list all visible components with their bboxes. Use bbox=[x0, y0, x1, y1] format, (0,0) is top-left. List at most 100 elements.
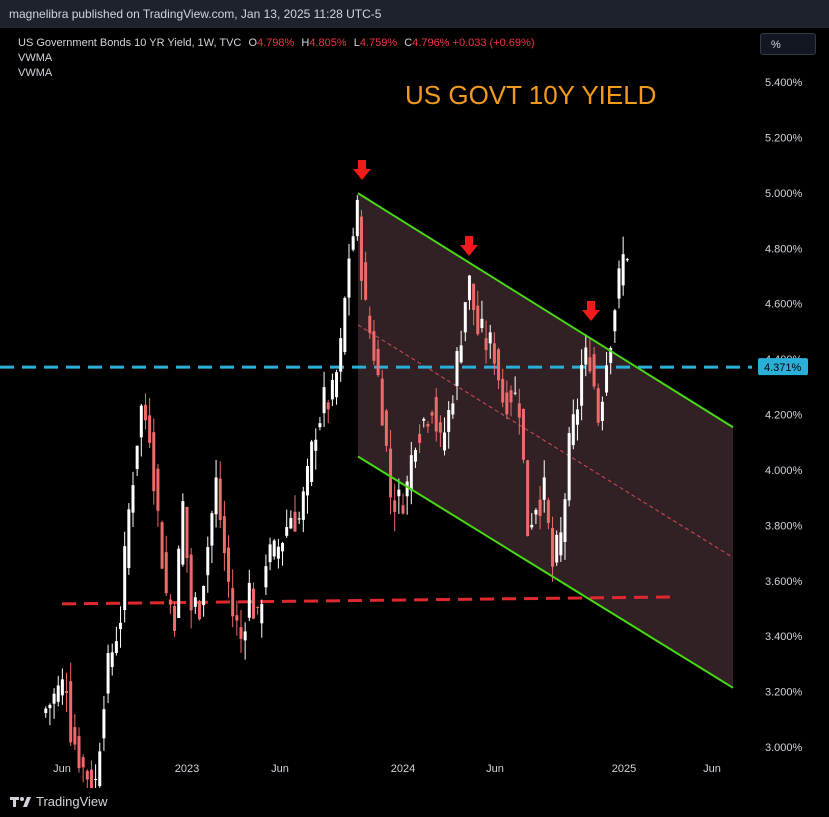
candle-body[interactable] bbox=[156, 468, 160, 511]
candle-body[interactable] bbox=[276, 546, 280, 559]
candle-body[interactable] bbox=[359, 216, 363, 281]
candle-body[interactable] bbox=[189, 554, 193, 611]
candle-body[interactable] bbox=[613, 310, 617, 332]
candle-body[interactable] bbox=[69, 681, 73, 743]
candle-body[interactable] bbox=[260, 604, 264, 624]
candle-body[interactable] bbox=[563, 499, 567, 542]
candle-body[interactable] bbox=[81, 757, 85, 768]
candle-body[interactable] bbox=[326, 402, 330, 410]
candle-body[interactable] bbox=[310, 441, 314, 482]
candle-body[interactable] bbox=[551, 528, 555, 567]
candle-body[interactable] bbox=[281, 542, 285, 552]
candle-body[interactable] bbox=[256, 606, 260, 608]
candle-body[interactable] bbox=[463, 302, 467, 333]
candle-body[interactable] bbox=[106, 653, 110, 694]
candle-body[interactable] bbox=[592, 354, 596, 387]
candle-body[interactable] bbox=[102, 709, 106, 739]
candle-body[interactable] bbox=[231, 588, 235, 617]
candle-body[interactable] bbox=[131, 485, 135, 513]
candle-body[interactable] bbox=[621, 254, 625, 286]
candle-body[interactable] bbox=[426, 423, 430, 427]
candle-body[interactable] bbox=[497, 349, 501, 381]
candle-body[interactable] bbox=[110, 652, 114, 668]
candle-body[interactable] bbox=[443, 432, 447, 451]
candle-body[interactable] bbox=[351, 236, 355, 250]
candle-body[interactable] bbox=[575, 409, 579, 425]
candle-body[interactable] bbox=[517, 403, 521, 418]
candle-body[interactable] bbox=[397, 489, 401, 497]
candle-body[interactable] bbox=[318, 423, 322, 428]
candle-body[interactable] bbox=[625, 259, 629, 261]
candle-body[interactable] bbox=[438, 422, 442, 433]
candle-body[interactable] bbox=[335, 372, 339, 398]
candle-body[interactable] bbox=[210, 513, 214, 546]
candle-body[interactable] bbox=[98, 751, 102, 787]
candle-body[interactable] bbox=[580, 365, 584, 406]
candle-body[interactable] bbox=[393, 500, 397, 512]
candle-body[interactable] bbox=[596, 388, 600, 423]
candle-body[interactable] bbox=[185, 506, 189, 559]
candle-body[interactable] bbox=[160, 522, 164, 569]
candle-body[interactable] bbox=[330, 379, 334, 400]
candle-body[interactable] bbox=[235, 615, 239, 621]
candle-body[interactable] bbox=[364, 262, 368, 300]
candle-body[interactable] bbox=[488, 332, 492, 344]
candle-body[interactable] bbox=[343, 298, 347, 353]
candle-body[interactable] bbox=[89, 769, 93, 789]
candle-body[interactable] bbox=[227, 547, 231, 582]
candle-body[interactable] bbox=[501, 378, 505, 403]
candle-body[interactable] bbox=[206, 547, 210, 576]
candle-body[interactable] bbox=[484, 338, 488, 351]
candle-body[interactable] bbox=[467, 275, 471, 301]
candle-body[interactable] bbox=[567, 433, 571, 501]
channel-upper-line[interactable] bbox=[357, 192, 734, 429]
candle-body[interactable] bbox=[447, 410, 451, 432]
candle-body[interactable] bbox=[422, 418, 426, 421]
candle-body[interactable] bbox=[222, 516, 226, 554]
candle-body[interactable] bbox=[617, 268, 621, 299]
candle-body[interactable] bbox=[538, 499, 542, 516]
candle-body[interactable] bbox=[114, 641, 118, 653]
candle-body[interactable] bbox=[193, 597, 197, 607]
candle-body[interactable] bbox=[542, 477, 546, 500]
legend-symbol[interactable]: US Government Bonds 10 YR Yield, 1W, TVC bbox=[18, 37, 242, 49]
candle-body[interactable] bbox=[409, 455, 413, 491]
legend-indicator-vwma-1[interactable]: VWMA bbox=[18, 52, 53, 64]
candle-body[interactable] bbox=[251, 588, 255, 619]
candle-body[interactable] bbox=[368, 315, 372, 333]
candle-body[interactable] bbox=[355, 199, 359, 237]
candle-body[interactable] bbox=[555, 534, 559, 563]
candle-body[interactable] bbox=[52, 693, 56, 704]
candle-body[interactable] bbox=[139, 405, 143, 438]
candle-body[interactable] bbox=[173, 605, 177, 631]
candle-body[interactable] bbox=[372, 331, 376, 361]
candle-body[interactable] bbox=[509, 390, 513, 403]
candle-body[interactable] bbox=[293, 511, 297, 532]
candle-body[interactable] bbox=[143, 404, 147, 421]
candle-body[interactable] bbox=[123, 546, 127, 611]
candle-body[interactable] bbox=[546, 500, 550, 523]
candle-body[interactable] bbox=[243, 631, 247, 641]
candle-body[interactable] bbox=[492, 343, 496, 364]
candle-body[interactable] bbox=[451, 403, 455, 415]
candle-body[interactable] bbox=[505, 392, 509, 415]
candle-body[interactable] bbox=[164, 552, 168, 594]
candle-body[interactable] bbox=[530, 524, 534, 528]
candle-body[interactable] bbox=[571, 414, 575, 446]
candle-body[interactable] bbox=[73, 727, 77, 745]
candle-body[interactable] bbox=[44, 708, 48, 714]
candle-body[interactable] bbox=[60, 679, 64, 696]
candle-body[interactable] bbox=[434, 397, 438, 432]
candle-body[interactable] bbox=[197, 601, 201, 620]
candle-body[interactable] bbox=[418, 433, 422, 443]
legend-indicator-vwma-2[interactable]: VWMA bbox=[18, 67, 53, 79]
base-level-line[interactable] bbox=[61, 595, 673, 606]
candle-body[interactable] bbox=[239, 627, 243, 639]
candle-body[interactable] bbox=[56, 685, 60, 702]
candle-body[interactable] bbox=[168, 599, 172, 605]
candle-body[interactable] bbox=[605, 365, 609, 393]
candle-body[interactable] bbox=[301, 491, 305, 520]
candle-body[interactable] bbox=[247, 582, 251, 618]
channel-lower-line[interactable] bbox=[357, 455, 734, 689]
